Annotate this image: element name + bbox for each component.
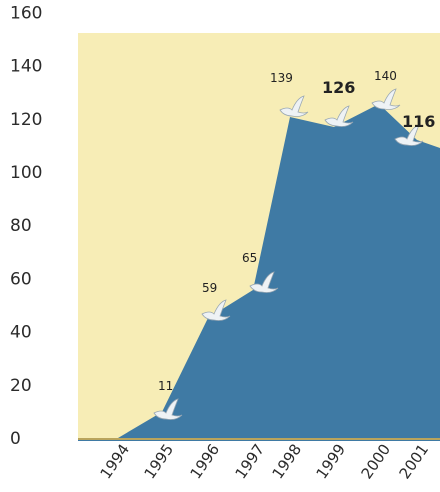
- x-tick-label: 1997: [232, 441, 269, 483]
- data-label: 126: [322, 78, 355, 97]
- x-tick-label: 1996: [187, 441, 224, 483]
- x-tick-label: 2000: [358, 441, 395, 483]
- x-tick-label: 1994: [97, 441, 134, 483]
- x-tick-label: 1995: [141, 441, 178, 483]
- y-tick-label: 40: [10, 323, 32, 343]
- y-tick-label: 160: [10, 3, 42, 23]
- data-markers: [153, 88, 424, 420]
- y-tick-label: 60: [10, 269, 32, 289]
- bird-icon: [249, 271, 279, 293]
- bird-icon: [394, 124, 424, 146]
- data-label: 59: [202, 281, 217, 295]
- area-series: [78, 104, 440, 441]
- y-tick-label: 80: [10, 216, 32, 236]
- y-tick-label: 100: [10, 163, 42, 183]
- bird-icon: [324, 105, 354, 127]
- y-tick-label: 0: [10, 429, 21, 449]
- bird-icon: [371, 88, 401, 110]
- bird-icon: [279, 95, 309, 117]
- data-label: 65: [242, 251, 257, 265]
- y-tick-label: 140: [10, 57, 42, 77]
- data-label: 140: [374, 69, 397, 83]
- x-axis: 1994 1995 1996 1997 1998 1999 2000 2001: [97, 441, 433, 483]
- bird-icon: [153, 398, 183, 420]
- data-label: 139: [270, 71, 293, 85]
- data-label: 116: [402, 112, 435, 131]
- data-label: 11: [158, 379, 173, 393]
- x-tick-label: 1998: [269, 441, 306, 483]
- x-tick-label: 1999: [313, 441, 350, 483]
- y-tick-label: 120: [10, 110, 42, 130]
- data-labels: 11 59 65 139 126 140 116: [158, 69, 435, 393]
- x-tick-label: 2001: [396, 441, 433, 483]
- bird-icon: [201, 299, 231, 321]
- y-tick-label: 20: [10, 376, 32, 396]
- y-axis: 0 20 40 60 80 100 120 140 160: [10, 3, 42, 449]
